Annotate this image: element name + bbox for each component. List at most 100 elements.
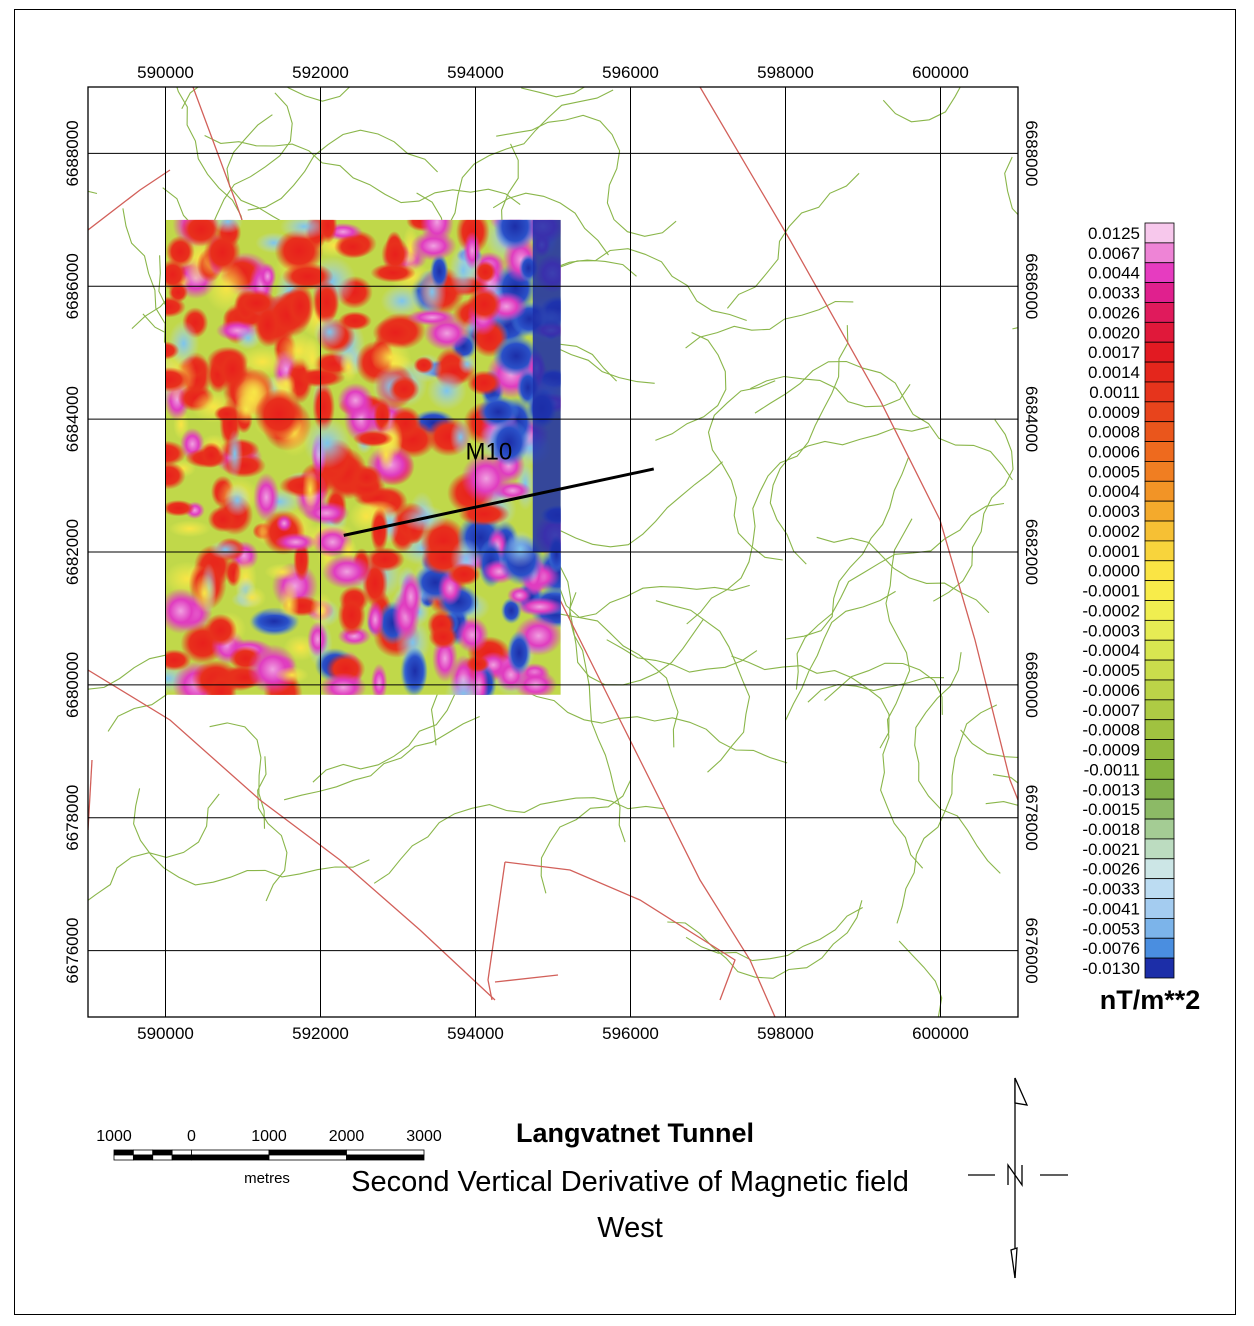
anomaly-blob <box>223 483 251 517</box>
y-tick-label: 6678000 <box>1022 785 1041 851</box>
legend-swatch <box>1144 441 1175 462</box>
legend-label: -0.0005 <box>1082 661 1140 680</box>
x-tick-label: 600000 <box>912 63 969 82</box>
contour-line <box>283 715 480 801</box>
magnetic-anomaly-grid <box>165 219 561 695</box>
anomaly-blob <box>279 219 329 240</box>
legend-swatch <box>1144 262 1175 284</box>
road-line <box>487 861 506 1001</box>
legend-label: 0.0008 <box>1088 423 1140 442</box>
legend-swatch <box>1144 341 1175 363</box>
legend-swatch <box>1144 659 1175 681</box>
x-tick-label: 592000 <box>292 1024 349 1043</box>
anomaly-blob <box>337 382 374 418</box>
map-title: Langvatnet Tunnel <box>515 1118 754 1148</box>
legend-label: -0.0009 <box>1082 741 1140 760</box>
legend-label: -0.0076 <box>1082 939 1140 958</box>
anomaly-blob <box>213 405 240 423</box>
legend-swatch <box>1144 898 1175 919</box>
anomaly-blob <box>307 621 329 657</box>
anomaly-blob <box>458 354 477 375</box>
legend-label: -0.0006 <box>1082 681 1140 700</box>
scale-bar-segment <box>113 1149 134 1156</box>
anomaly-blob <box>399 571 423 622</box>
legend-swatch <box>1144 520 1175 542</box>
legend-swatch <box>1144 957 1175 979</box>
legend-label: -0.0015 <box>1082 800 1140 819</box>
legend-swatch <box>1144 619 1175 641</box>
scale-bar-segment <box>132 1149 154 1156</box>
anomaly-blob <box>258 262 277 290</box>
legend-swatch <box>1144 679 1175 701</box>
anomaly-blob <box>426 371 467 410</box>
scale-bar-segment <box>171 1154 192 1161</box>
legend-swatch <box>1144 321 1175 343</box>
anomaly-blob <box>322 554 372 589</box>
contour-line <box>496 114 677 237</box>
legend-label: -0.0007 <box>1082 701 1140 720</box>
scale-bar-units: metres <box>244 1170 290 1187</box>
x-tick-label: 592000 <box>292 63 349 82</box>
legend-swatch <box>1144 381 1175 403</box>
anomaly-blob <box>489 418 530 467</box>
profile-label: M10 <box>466 439 513 466</box>
anomaly-blob <box>429 253 449 290</box>
anomaly-blob <box>165 367 190 393</box>
anomaly-blob <box>449 419 472 456</box>
anomaly-blob <box>226 429 243 479</box>
anomaly-blob <box>370 507 389 554</box>
contour-line <box>731 655 890 749</box>
contour-line <box>769 426 930 565</box>
legend-label: 0.0000 <box>1088 562 1140 581</box>
anomaly-blob <box>506 630 532 676</box>
x-tick-label: 600000 <box>912 1024 969 1043</box>
x-tick-label: 590000 <box>137 1024 194 1043</box>
legend-label: -0.0013 <box>1082 780 1140 799</box>
scale-bar-segment <box>346 1154 425 1161</box>
anomaly-blob <box>313 315 346 349</box>
legend-label: -0.0018 <box>1082 820 1140 839</box>
legend-swatch <box>1144 878 1175 899</box>
legend-swatch <box>1144 361 1175 383</box>
legend-label: -0.0021 <box>1082 840 1140 859</box>
anomaly-blob <box>370 341 412 374</box>
legend-label: 0.0033 <box>1088 284 1140 303</box>
contour-line <box>204 135 521 206</box>
y-tick-label: 6686000 <box>63 253 82 319</box>
anomaly-blob <box>212 219 243 234</box>
anomaly-blob <box>165 461 186 490</box>
contour-line <box>1004 156 1018 330</box>
y-tick-label: 6688000 <box>63 120 82 186</box>
legend-label: 0.0026 <box>1088 303 1140 322</box>
legend-swatch <box>1144 798 1175 820</box>
profile-line <box>343 467 655 537</box>
legend-label: -0.0026 <box>1082 860 1140 879</box>
y-tick-label: 6682000 <box>1022 519 1041 585</box>
contour-line <box>933 419 1014 602</box>
legend-label: -0.0004 <box>1082 641 1140 660</box>
y-tick-label: 6680000 <box>63 652 82 718</box>
y-tick-label: 6688000 <box>1022 120 1041 186</box>
scale-bar-label: 1000 <box>251 1128 287 1145</box>
legend-swatch <box>1144 222 1175 244</box>
anomaly-blob <box>168 282 189 303</box>
contour-line <box>685 907 863 962</box>
legend-swatch <box>1144 917 1175 939</box>
anomaly-band <box>532 219 561 553</box>
y-tick-label: 6678000 <box>63 785 82 851</box>
anomaly-blob <box>455 616 489 653</box>
y-tick-label: 6682000 <box>63 519 82 585</box>
anomaly-blob <box>370 263 416 283</box>
anomaly-blob <box>302 466 319 513</box>
anomaly-blob <box>216 348 248 391</box>
contour-line <box>898 940 943 1017</box>
x-tick-label: 596000 <box>602 63 659 82</box>
legend-label: 0.0003 <box>1088 502 1140 521</box>
legend-label: -0.0033 <box>1082 880 1140 899</box>
anomaly-blob <box>277 332 320 370</box>
legend-swatch <box>1144 401 1175 423</box>
y-tick-label: 6684000 <box>1022 386 1041 452</box>
contour-line <box>655 600 751 773</box>
scale-bar-segment <box>152 1154 173 1161</box>
anomaly-blob <box>286 283 315 329</box>
